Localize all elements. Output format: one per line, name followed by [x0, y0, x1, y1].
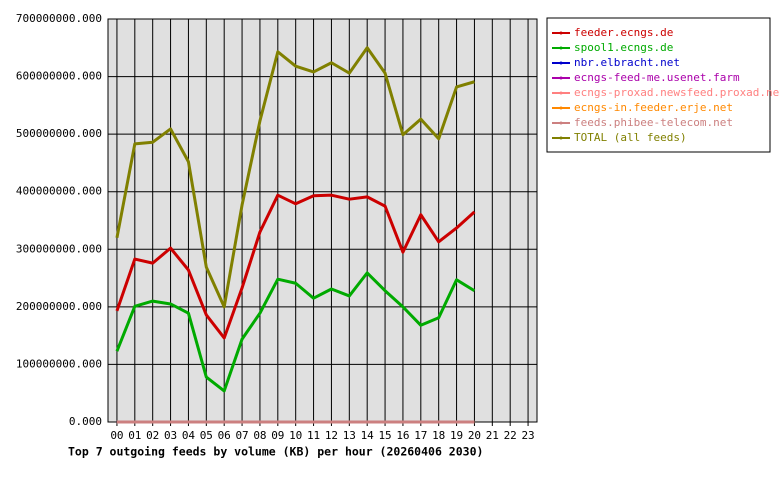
legend-label: feeds.phibee-telecom.net	[574, 116, 733, 129]
legend-label: feeder.ecngs.de	[574, 26, 673, 39]
x-tick-label: 19	[450, 429, 463, 442]
legend-marker	[559, 61, 563, 65]
y-tick-label: 300000000.000	[16, 242, 102, 255]
legend-label: nbr.elbracht.net	[574, 56, 680, 69]
legend-label: ecngs-feed-me.usenet.farm	[574, 71, 740, 84]
x-tick-label: 15	[378, 429, 391, 442]
x-tick-label: 05	[200, 429, 213, 442]
legend-marker	[559, 106, 563, 110]
x-tick-label: 18	[432, 429, 445, 442]
legend-marker	[559, 91, 563, 95]
series-line	[115, 271, 476, 393]
legend-label: TOTAL (all feeds)	[574, 131, 687, 144]
x-tick-label: 21	[486, 429, 499, 442]
x-tick-label: 17	[414, 429, 427, 442]
legend-marker	[559, 76, 563, 80]
x-tick-label: 08	[253, 429, 266, 442]
y-tick-label: 500000000.000	[16, 127, 102, 140]
legend-marker	[559, 136, 563, 140]
legend-box	[546, 17, 771, 153]
series-line	[115, 193, 476, 340]
x-tick-label: 01	[128, 429, 141, 442]
legend-marker	[559, 46, 563, 50]
x-tick-label: 10	[289, 429, 302, 442]
x-tick-label: 22	[504, 429, 517, 442]
x-tick-label: 03	[164, 429, 177, 442]
x-tick-label: 02	[146, 429, 159, 442]
x-tick-label: 06	[218, 429, 231, 442]
plot-area	[108, 19, 537, 422]
y-tick-label: 700000000.000	[16, 12, 102, 25]
x-tick-label: 09	[271, 429, 284, 442]
x-tick-label: 20	[468, 429, 481, 442]
x-tick-label: 16	[396, 429, 409, 442]
x-tick-label: 04	[182, 429, 196, 442]
x-tick-label: 11	[307, 429, 320, 442]
chart-title: Top 7 outgoing feeds by volume (KB) per …	[68, 445, 483, 459]
y-tick-label: 0.000	[69, 415, 102, 428]
legend-label: ecngs-proxad.newsfeed.proxad.net	[574, 86, 780, 99]
x-tick-label: 12	[325, 429, 338, 442]
legend-label: ecngs-in.feeder.erje.net	[574, 101, 733, 114]
x-tick-label: 13	[343, 429, 356, 442]
y-tick-label: 200000000.000	[16, 300, 102, 313]
y-tick-label: 600000000.000	[16, 70, 102, 83]
legend-marker	[559, 121, 563, 125]
x-tick-label: 14	[361, 429, 375, 442]
y-tick-label: 400000000.000	[16, 185, 102, 198]
x-tick-label: 07	[235, 429, 248, 442]
legend-label: spool1.ecngs.de	[574, 41, 673, 54]
y-tick-label: 100000000.000	[16, 357, 102, 370]
x-tick-label: 00	[110, 429, 123, 442]
legend-marker	[559, 31, 563, 35]
x-tick-label: 23	[521, 429, 534, 442]
series-line	[115, 46, 475, 309]
